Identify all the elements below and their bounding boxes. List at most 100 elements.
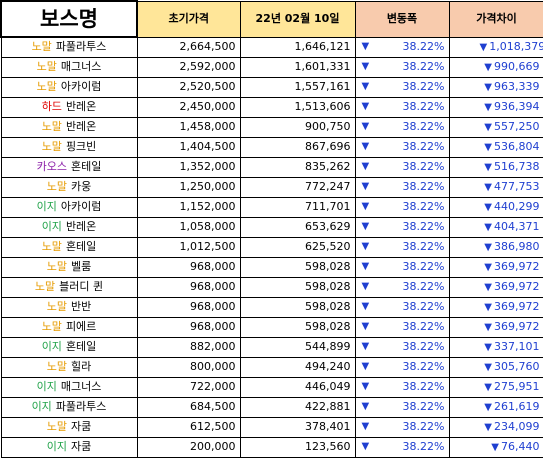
- current-price-cell[interactable]: 900,750: [239, 116, 356, 138]
- initial-price-cell[interactable]: 1,152,000: [136, 196, 241, 218]
- initial-price-cell[interactable]: 612,500: [136, 416, 241, 438]
- current-price-cell[interactable]: 772,247: [239, 176, 356, 198]
- price-diff-cell[interactable]: ▼ 234,099: [448, 416, 543, 438]
- current-price-cell[interactable]: 1,646,121: [239, 36, 356, 58]
- current-price-cell[interactable]: 123,560: [239, 436, 356, 458]
- change-cell[interactable]: ▼ 38.22%: [354, 356, 450, 378]
- price-diff-cell[interactable]: ▼ 990,669: [448, 56, 543, 78]
- boss-cell[interactable]: 노말 피에르: [0, 316, 138, 338]
- change-cell[interactable]: ▼ 38.22%: [354, 96, 450, 118]
- price-diff-cell[interactable]: ▼ 337,101: [448, 336, 543, 358]
- price-diff-cell[interactable]: ▼ 963,339: [448, 76, 543, 98]
- boss-cell[interactable]: 노말 핑크빈: [0, 136, 138, 158]
- price-diff-cell[interactable]: ▼ 369,972: [448, 296, 543, 318]
- price-diff-cell[interactable]: ▼ 261,619: [448, 396, 543, 418]
- change-cell[interactable]: ▼ 38.22%: [354, 216, 450, 238]
- boss-cell[interactable]: 이지 자쿰: [0, 436, 138, 458]
- change-cell[interactable]: ▼ 38.22%: [354, 336, 450, 358]
- current-price-cell[interactable]: 378,401: [239, 416, 356, 438]
- change-header[interactable]: 변동폭: [354, 0, 450, 38]
- initial-price-cell[interactable]: 968,000: [136, 276, 241, 298]
- price-diff-cell[interactable]: ▼ 369,972: [448, 276, 543, 298]
- current-price-cell[interactable]: 446,049: [239, 376, 356, 398]
- current-price-cell[interactable]: 867,696: [239, 136, 356, 158]
- price-diff-cell[interactable]: ▼ 1,018,379: [448, 36, 543, 58]
- boss-name-header[interactable]: 보스명: [0, 0, 138, 38]
- initial-price-cell[interactable]: 1,058,000: [136, 216, 241, 238]
- change-cell[interactable]: ▼ 38.22%: [354, 316, 450, 338]
- boss-cell[interactable]: 이지 파풀라투스: [0, 396, 138, 418]
- initial-price-cell[interactable]: 1,352,000: [136, 156, 241, 178]
- change-cell[interactable]: ▼ 38.22%: [354, 156, 450, 178]
- initial-price-cell[interactable]: 800,000: [136, 356, 241, 378]
- current-price-cell[interactable]: 1,557,161: [239, 76, 356, 98]
- price-diff-cell[interactable]: ▼ 440,299: [448, 196, 543, 218]
- change-cell[interactable]: ▼ 38.22%: [354, 56, 450, 78]
- initial-price-cell[interactable]: 2,520,500: [136, 76, 241, 98]
- boss-cell[interactable]: 하드 반레온: [0, 96, 138, 118]
- change-cell[interactable]: ▼ 38.22%: [354, 416, 450, 438]
- change-cell[interactable]: ▼ 38.22%: [354, 116, 450, 138]
- price-diff-cell[interactable]: ▼ 404,371: [448, 216, 543, 238]
- change-cell[interactable]: ▼ 38.22%: [354, 256, 450, 278]
- initial-price-cell[interactable]: 722,000: [136, 376, 241, 398]
- boss-cell[interactable]: 노말 파풀라투스: [0, 36, 138, 58]
- current-price-cell[interactable]: 598,028: [239, 276, 356, 298]
- price-diff-cell[interactable]: ▼ 936,394: [448, 96, 543, 118]
- current-price-cell[interactable]: 544,899: [239, 336, 356, 358]
- change-cell[interactable]: ▼ 38.22%: [354, 396, 450, 418]
- boss-cell[interactable]: 이지 매그너스: [0, 376, 138, 398]
- boss-cell[interactable]: 노말 혼테일: [0, 236, 138, 258]
- initial-price-cell[interactable]: 968,000: [136, 256, 241, 278]
- price-diff-cell[interactable]: ▼ 369,972: [448, 256, 543, 278]
- initial-price-cell[interactable]: 1,250,000: [136, 176, 241, 198]
- change-cell[interactable]: ▼ 38.22%: [354, 76, 450, 98]
- boss-cell[interactable]: 노말 카웅: [0, 176, 138, 198]
- current-price-cell[interactable]: 494,240: [239, 356, 356, 378]
- current-price-cell[interactable]: 598,028: [239, 296, 356, 318]
- current-price-cell[interactable]: 711,701: [239, 196, 356, 218]
- initial-price-cell[interactable]: 684,500: [136, 396, 241, 418]
- initial-price-cell[interactable]: 1,458,000: [136, 116, 241, 138]
- boss-cell[interactable]: 노말 힐라: [0, 356, 138, 378]
- change-cell[interactable]: ▼ 38.22%: [354, 436, 450, 458]
- price-diff-cell[interactable]: ▼ 477,753: [448, 176, 543, 198]
- initial-price-cell[interactable]: 2,450,000: [136, 96, 241, 118]
- initial-price-cell[interactable]: 200,000: [136, 436, 241, 458]
- boss-cell[interactable]: 이지 반레온: [0, 216, 138, 238]
- change-cell[interactable]: ▼ 38.22%: [354, 136, 450, 158]
- change-cell[interactable]: ▼ 38.22%: [354, 236, 450, 258]
- price-diff-cell[interactable]: ▼ 536,804: [448, 136, 543, 158]
- initial-price-cell[interactable]: 2,664,500: [136, 36, 241, 58]
- current-price-cell[interactable]: 835,262: [239, 156, 356, 178]
- price-diff-cell[interactable]: ▼ 557,250: [448, 116, 543, 138]
- boss-cell[interactable]: 이지 혼테일: [0, 336, 138, 358]
- change-cell[interactable]: ▼ 38.22%: [354, 276, 450, 298]
- boss-cell[interactable]: 카오스 혼테일: [0, 156, 138, 178]
- boss-cell[interactable]: 이지 아카이럼: [0, 196, 138, 218]
- initial-price-header[interactable]: 초기가격: [136, 0, 241, 38]
- initial-price-cell[interactable]: 882,000: [136, 336, 241, 358]
- initial-price-cell[interactable]: 2,592,000: [136, 56, 241, 78]
- boss-cell[interactable]: 노말 반레온: [0, 116, 138, 138]
- boss-cell[interactable]: 노말 아카이럼: [0, 76, 138, 98]
- price-diff-cell[interactable]: ▼ 275,951: [448, 376, 543, 398]
- price-diff-cell[interactable]: ▼ 516,738: [448, 156, 543, 178]
- date-price-header[interactable]: 22년 02월 10일: [239, 0, 356, 38]
- initial-price-cell[interactable]: 1,404,500: [136, 136, 241, 158]
- current-price-cell[interactable]: 422,881: [239, 396, 356, 418]
- current-price-cell[interactable]: 1,513,606: [239, 96, 356, 118]
- change-cell[interactable]: ▼ 38.22%: [354, 196, 450, 218]
- current-price-cell[interactable]: 625,520: [239, 236, 356, 258]
- price-diff-cell[interactable]: ▼ 369,972: [448, 316, 543, 338]
- boss-cell[interactable]: 노말 매그너스: [0, 56, 138, 78]
- price-diff-cell[interactable]: ▼ 386,980: [448, 236, 543, 258]
- change-cell[interactable]: ▼ 38.22%: [354, 376, 450, 398]
- price-diff-cell[interactable]: ▼ 76,440: [448, 436, 543, 458]
- current-price-cell[interactable]: 598,028: [239, 316, 356, 338]
- current-price-cell[interactable]: 598,028: [239, 256, 356, 278]
- current-price-cell[interactable]: 653,629: [239, 216, 356, 238]
- initial-price-cell[interactable]: 968,000: [136, 316, 241, 338]
- boss-cell[interactable]: 노말 벨룸: [0, 256, 138, 278]
- change-cell[interactable]: ▼ 38.22%: [354, 296, 450, 318]
